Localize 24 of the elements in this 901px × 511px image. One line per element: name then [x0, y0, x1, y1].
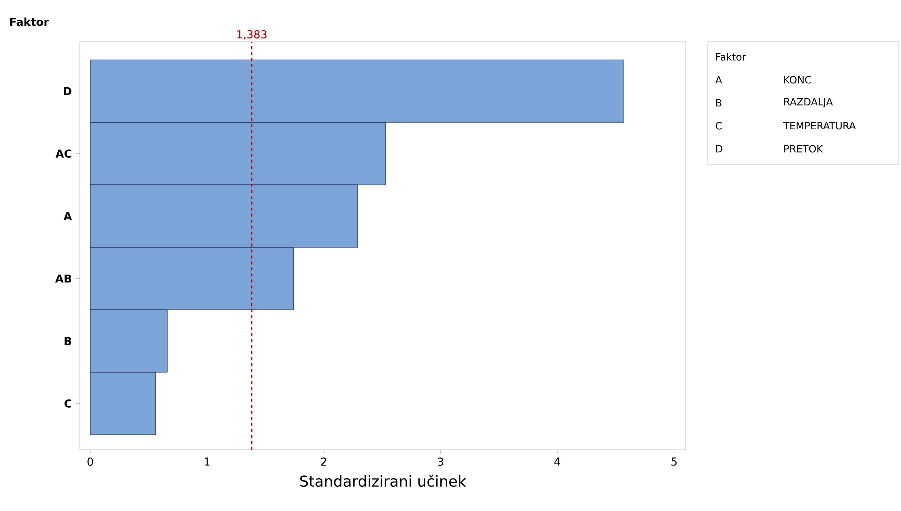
text: C	[716, 122, 722, 130]
text: D	[716, 145, 723, 153]
y-tick-label: C	[64, 400, 72, 408]
y-axis-title: Faktor	[10, 18, 50, 26]
y-tick-label: B	[64, 337, 72, 346]
y-tick-label: A	[64, 212, 72, 220]
x-tick-label: 2	[321, 458, 326, 466]
ref-line-label: 1,383	[238, 30, 267, 40]
x-axis-title: Standardizirani učinek	[300, 474, 466, 488]
y-tick-label: D	[64, 87, 72, 96]
y-tick-label: AB	[55, 274, 72, 283]
text: RAZDALJA	[784, 98, 834, 108]
text: PRETOK	[784, 145, 824, 153]
text: TEMPERATURA	[784, 122, 856, 130]
text: A	[716, 76, 722, 84]
y-tick-label: AC	[56, 150, 72, 158]
x-tick-label: 5	[672, 458, 677, 466]
text: B	[716, 99, 722, 107]
text: KONC	[784, 76, 812, 84]
x-tick-label: 0	[88, 458, 94, 466]
x-tick-label: 3	[438, 458, 444, 466]
x-tick-label: 1	[204, 458, 210, 466]
text: Faktor	[716, 53, 746, 61]
x-tick-label: 4	[554, 458, 560, 466]
